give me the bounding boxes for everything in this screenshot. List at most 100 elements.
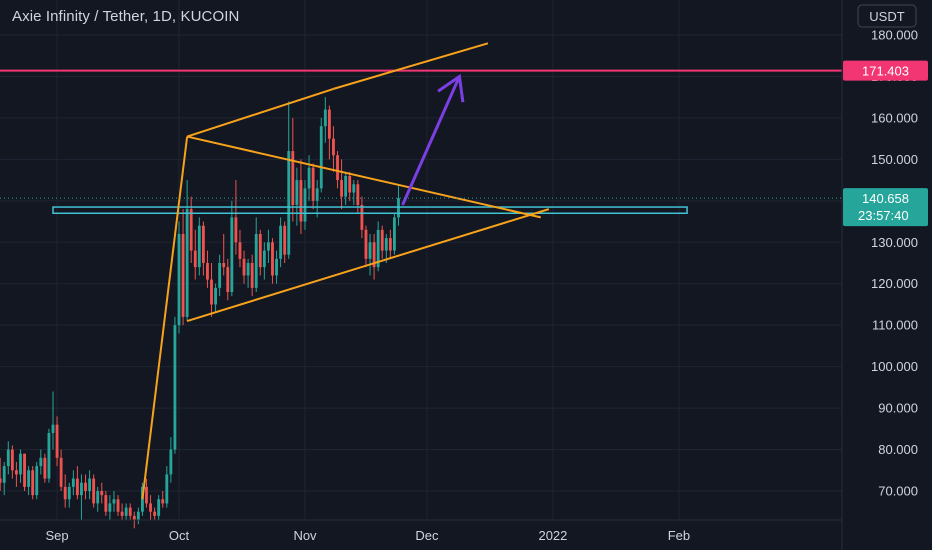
candle <box>218 254 222 297</box>
trendline-0[interactable] <box>141 136 189 500</box>
candle <box>360 196 364 239</box>
candle <box>197 217 201 276</box>
candle <box>384 233 388 263</box>
candle <box>10 445 14 479</box>
candle <box>128 503 132 521</box>
price-badges: USDT 171.403 140.658 23:57:40 <box>843 4 928 227</box>
price-tick-label: 80.000 <box>878 442 918 457</box>
candle <box>35 461 39 500</box>
candle <box>157 495 161 521</box>
candle <box>173 316 177 454</box>
exchange: KUCOIN <box>180 8 240 25</box>
candle <box>327 105 331 160</box>
candle <box>323 97 327 143</box>
candle <box>88 470 92 500</box>
candle <box>2 461 6 496</box>
candle <box>299 159 303 234</box>
trendline-3[interactable] <box>186 135 541 219</box>
candle <box>181 209 185 326</box>
candle <box>234 180 238 255</box>
price-tick-label: 180.000 <box>871 28 918 43</box>
candle <box>153 507 157 521</box>
candle <box>397 184 400 226</box>
candle <box>336 151 339 189</box>
candle <box>258 229 262 276</box>
candle <box>376 221 380 272</box>
candle <box>356 180 360 214</box>
candle <box>271 238 274 284</box>
trendline-1[interactable] <box>186 87 334 138</box>
time-tick-label: Oct <box>169 528 190 543</box>
candle <box>254 217 258 293</box>
time-tick-label: 2022 <box>538 528 567 543</box>
price-tick-label: 110.000 <box>872 318 918 333</box>
last-price-text: 140.658 <box>862 191 909 206</box>
candle <box>59 449 63 491</box>
candle <box>352 180 356 205</box>
candle <box>230 200 234 297</box>
candle <box>250 254 254 297</box>
candle <box>344 171 348 205</box>
interval: 1D <box>152 8 172 25</box>
price-tick-label: 70.000 <box>878 484 918 499</box>
candle <box>55 416 59 467</box>
candle <box>67 482 71 508</box>
candle <box>112 491 116 512</box>
symbol-name: Axie Infinity / Tether <box>12 8 144 25</box>
price-tick-label: 150.000 <box>871 152 918 167</box>
price-tick-label: 130.000 <box>871 235 918 250</box>
arrow-shaft[interactable] <box>401 75 461 206</box>
candle <box>27 466 31 496</box>
candle <box>149 495 152 521</box>
candle <box>266 229 270 263</box>
candle <box>238 229 242 268</box>
support-zone-rect[interactable] <box>52 206 688 215</box>
chart-title: Axie Infinity / Tether, 1D, KUCOIN <box>12 8 239 25</box>
level-price-text: 171.403 <box>862 64 909 79</box>
price-tick-label: 120.000 <box>871 276 918 291</box>
arrow-head[interactable] <box>437 73 465 103</box>
candle <box>287 101 291 259</box>
candle <box>364 225 368 268</box>
candle <box>75 466 79 500</box>
candle <box>380 225 384 259</box>
candle <box>193 229 197 280</box>
candle <box>177 221 181 334</box>
candle <box>291 117 295 222</box>
currency-button[interactable]: USDT <box>857 4 917 28</box>
price-tick-label: 160.000 <box>871 110 918 125</box>
candle <box>80 474 83 521</box>
candle <box>388 229 392 259</box>
candle <box>23 453 26 491</box>
candle <box>222 233 226 276</box>
trendline-2[interactable] <box>333 42 489 90</box>
candle <box>311 163 315 210</box>
candle <box>165 466 169 508</box>
candle <box>210 263 213 317</box>
candle <box>92 474 96 508</box>
candles <box>0 97 400 529</box>
drawings-layer[interactable] <box>0 42 842 500</box>
candle <box>14 461 18 487</box>
candle <box>226 258 230 301</box>
candle <box>51 391 55 450</box>
candle <box>104 491 108 516</box>
trendline-4[interactable] <box>186 208 550 322</box>
candle <box>262 242 266 280</box>
candle <box>161 491 165 508</box>
candle <box>31 466 35 500</box>
time-tick-label: Dec <box>415 528 439 543</box>
candle <box>136 507 140 525</box>
candle <box>116 495 120 516</box>
candle <box>348 171 352 201</box>
candle <box>319 117 323 193</box>
time-tick-label: Nov <box>293 528 317 543</box>
candle <box>214 283 218 313</box>
currency-label: USDT <box>869 9 904 24</box>
time-tick-label: Feb <box>668 528 690 543</box>
candle <box>283 221 287 263</box>
candle <box>39 449 43 475</box>
candle <box>145 478 148 508</box>
